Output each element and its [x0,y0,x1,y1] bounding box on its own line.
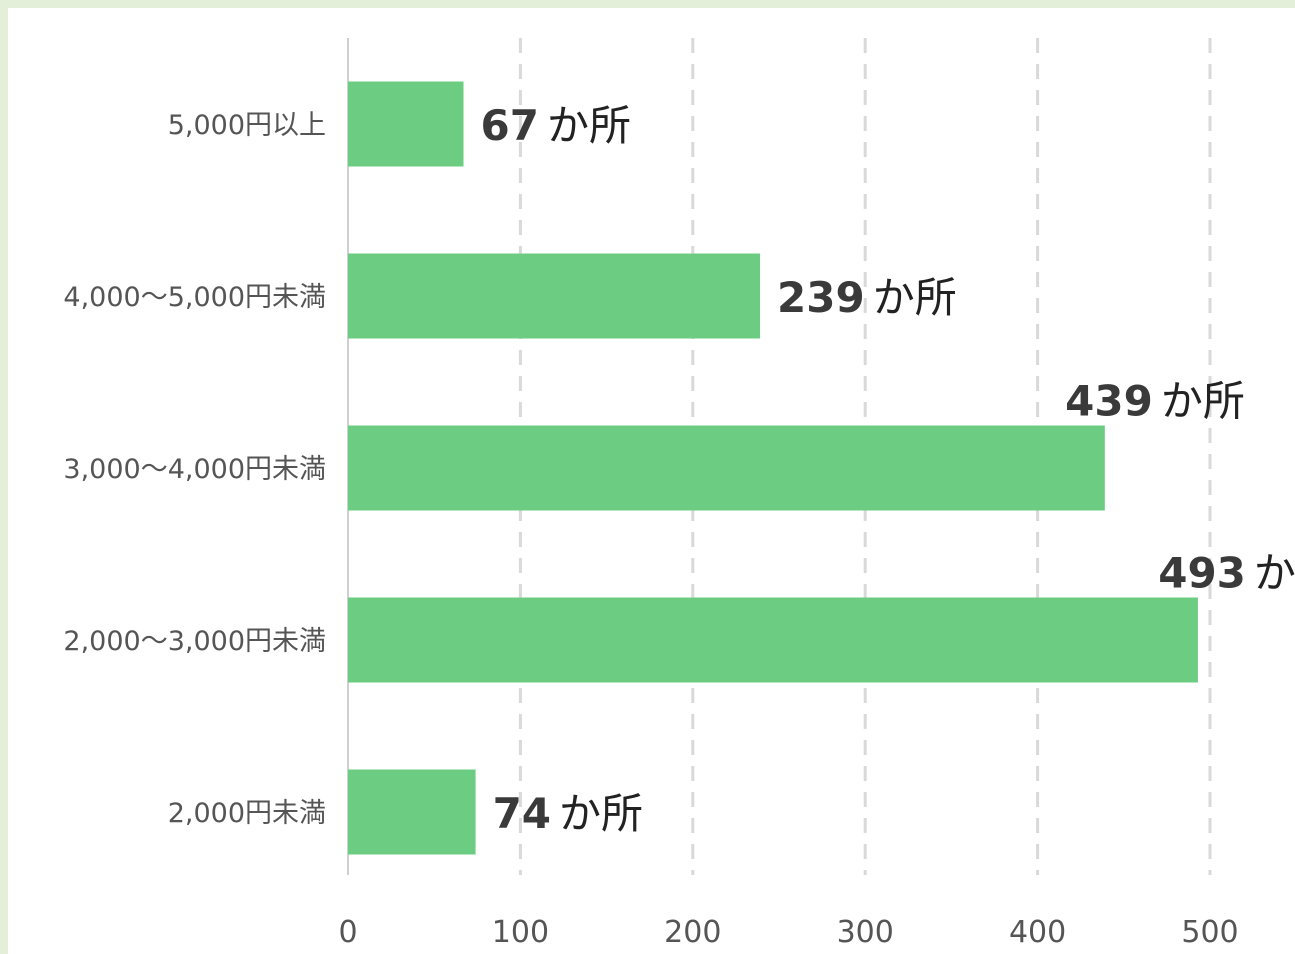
category-label: 2,000～3,000円未満 [63,626,326,657]
value-label: 493か所 [1158,549,1295,598]
bar-4 [348,769,476,855]
x-tick-label: 100 [492,915,549,950]
bar-2 [348,425,1105,511]
x-tick-label: 200 [664,915,721,950]
category-label: 5,000円以上 [168,110,326,141]
value-label: 239 か所 [777,273,957,322]
value-label: 439 か所 [1065,377,1245,426]
x-tick-label: 500 [1181,915,1238,950]
x-tick-label: 400 [1009,915,1066,950]
category-labels: 5,000円以上 4,000～5,000円未満 3,000～4,000円未満 2,00… [63,110,326,829]
x-axis-tick-labels: 0 100 200 300 400 500 [338,915,1238,950]
value-label: 74 か所 [493,789,643,838]
value-label: 67 か所 [481,101,631,150]
category-label: 3,000～4,000円未満 [63,454,326,485]
category-label: 4,000～5,000円未満 [63,282,326,313]
bar-0 [348,81,464,167]
x-tick-label: 300 [837,915,894,950]
bar-1 [348,253,761,339]
bar-3 [348,597,1198,683]
category-label: 2,000円未満 [168,798,326,829]
bars [348,81,1198,855]
x-tick-label: 0 [338,915,357,950]
